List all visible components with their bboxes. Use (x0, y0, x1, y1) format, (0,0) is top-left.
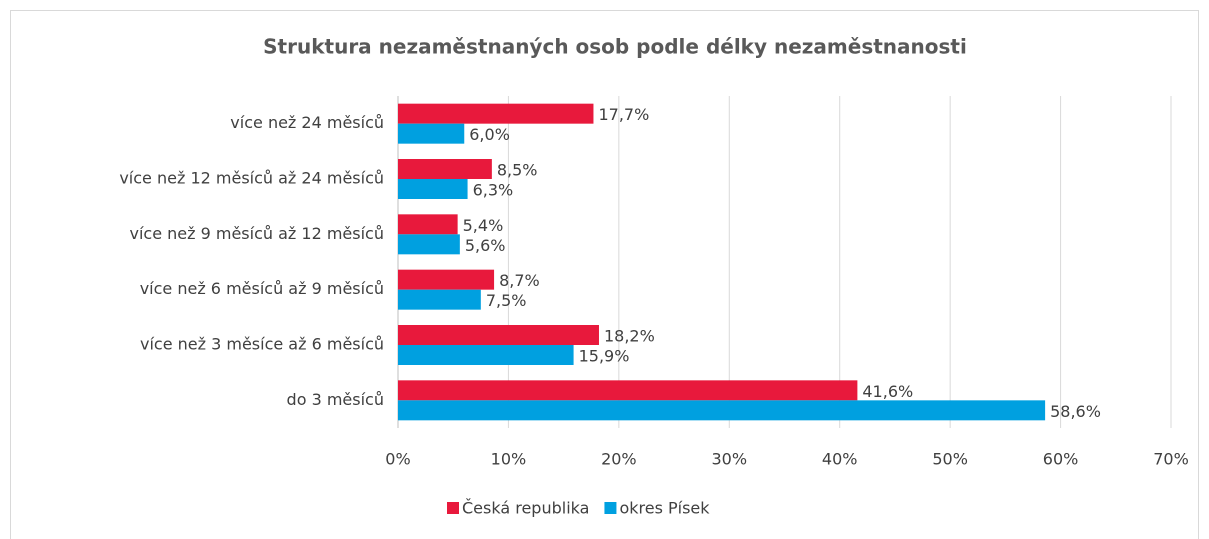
y-tick-label: více než 24 měsíců (230, 113, 384, 132)
legend-label: okres Písek (619, 499, 710, 518)
data-label: 17,7% (598, 105, 649, 124)
data-label: 8,5% (497, 161, 538, 180)
x-tick-label: 0% (385, 450, 410, 469)
legend-swatch (447, 502, 459, 514)
bar (398, 269, 495, 290)
bar (398, 234, 460, 255)
data-label: 18,2% (604, 327, 655, 346)
data-label: 15,9% (579, 347, 630, 366)
bar (398, 325, 599, 345)
bar (398, 159, 492, 179)
bar (398, 289, 481, 310)
bar (398, 123, 465, 144)
data-label: 7,5% (486, 291, 527, 310)
data-label: 5,4% (463, 216, 504, 235)
legend-label: Česká republika (462, 499, 589, 518)
chart-title: Struktura nezaměstnaných osob podle délk… (263, 35, 967, 59)
x-tick-label: 50% (932, 450, 968, 469)
bar (398, 103, 594, 124)
bar (398, 345, 574, 365)
data-label: 41,6% (862, 382, 913, 401)
data-label: 6,0% (469, 125, 510, 144)
x-tick-label: 30% (712, 450, 748, 469)
data-label: 6,3% (473, 181, 514, 200)
x-tick-label: 40% (822, 450, 858, 469)
bar (398, 380, 858, 401)
data-label: 5,6% (465, 236, 506, 255)
x-tick-label: 70% (1153, 450, 1189, 469)
bar (398, 214, 458, 235)
x-tick-label: 20% (601, 450, 637, 469)
x-tick-label: 60% (1043, 450, 1079, 469)
data-label: 8,7% (499, 271, 540, 290)
data-label: 58,6% (1050, 402, 1101, 421)
bar (398, 179, 468, 199)
legend-swatch (604, 502, 617, 514)
chart-frame (10, 10, 1199, 539)
x-tick-label: 10% (491, 450, 527, 469)
bar (398, 400, 1046, 421)
y-tick-label: více než 9 měsíců až 12 měsíců (130, 224, 385, 243)
y-tick-label: více než 6 měsíců až 9 měsíců (140, 279, 384, 298)
y-tick-label: do 3 měsíců (287, 390, 384, 409)
y-tick-label: více než 12 měsíců až 24 měsíců (119, 169, 384, 188)
y-tick-label: více než 3 měsíce až 6 měsíců (140, 335, 384, 354)
